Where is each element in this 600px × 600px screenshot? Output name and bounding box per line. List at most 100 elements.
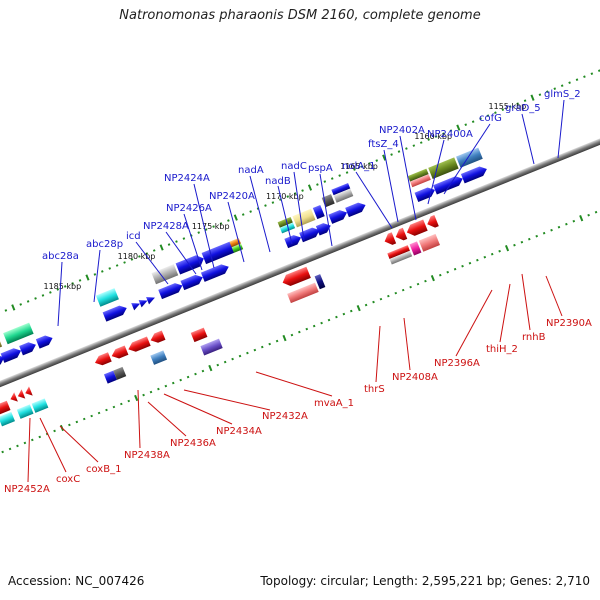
gene-forward[interactable] <box>19 340 38 356</box>
gene-forward[interactable] <box>312 204 325 220</box>
gene-forward[interactable] <box>328 208 348 224</box>
gene-np2436a[interactable] <box>110 345 129 361</box>
gene-cofg[interactable] <box>333 188 354 203</box>
gene-reverse[interactable] <box>200 338 223 356</box>
gene-label[interactable]: NP2400A <box>427 129 473 140</box>
gene-label[interactable]: NP2424A <box>164 173 210 184</box>
gene-reverse[interactable] <box>23 386 33 398</box>
gene-np2424a[interactable] <box>138 297 149 308</box>
gene-reverse[interactable] <box>103 370 117 384</box>
gene-np2390a[interactable] <box>418 233 440 252</box>
gene-np2434a[interactable] <box>127 336 151 355</box>
gene-reverse[interactable] <box>150 350 168 365</box>
gene-np2400a[interactable] <box>331 182 351 196</box>
gene-ftsz-4[interactable] <box>292 208 316 228</box>
scale-tick <box>342 312 346 316</box>
gene-label[interactable]: thrS <box>364 384 385 395</box>
gene-label[interactable]: NP2452A <box>4 484 50 495</box>
gene-np2428a[interactable] <box>102 303 129 322</box>
gene-reverse[interactable] <box>9 392 18 404</box>
gene-reverse[interactable] <box>16 389 26 401</box>
gene-label[interactable]: abc28p <box>86 239 123 250</box>
gene-forward[interactable] <box>200 262 231 282</box>
gene-reverse[interactable] <box>405 219 428 238</box>
gene-label[interactable]: NP2432A <box>262 411 308 422</box>
gene-reverse[interactable] <box>425 214 439 230</box>
gene-label[interactable]: mvaA_1 <box>314 398 354 409</box>
gene-rnhb[interactable] <box>409 241 422 256</box>
gene-icd[interactable] <box>95 288 119 307</box>
gene-nada[interactable] <box>175 253 206 275</box>
gene-reverse[interactable] <box>287 282 319 304</box>
gene-forward[interactable] <box>414 185 437 203</box>
gene-np2426a[interactable] <box>131 300 141 311</box>
gene-label[interactable]: NP2428A <box>143 221 189 232</box>
gene-label[interactable]: NP2390A <box>546 318 592 329</box>
gene-nola-1[interactable] <box>277 216 293 228</box>
gene-label[interactable]: coxC <box>56 474 80 485</box>
gene-np2396a[interactable] <box>382 232 397 247</box>
scale-tick <box>75 420 79 424</box>
gene-label[interactable]: ftsZ_4 <box>368 139 399 150</box>
gene-reverse[interactable] <box>394 227 408 243</box>
gene-np2432a[interactable] <box>149 330 166 346</box>
gene-label[interactable]: coxB_1 <box>86 464 121 475</box>
reverse-gene-labels: NP2452A coxC coxB_1 NP2438A NP2436A NP24… <box>4 318 592 495</box>
gene-np2438a[interactable] <box>93 352 112 367</box>
gene-grad-5-b[interactable] <box>410 174 431 188</box>
gene-np2408a[interactable] <box>314 274 326 290</box>
gene-label[interactable]: abc28a <box>42 251 79 262</box>
gene-label[interactable]: NP2420A <box>209 191 255 202</box>
gene-mvaa-1[interactable] <box>190 327 208 343</box>
gene-label[interactable]: nolA_1 <box>342 161 375 172</box>
gene-label[interactable]: glmS_2 <box>544 89 581 100</box>
gene-label[interactable]: thiH_2 <box>486 344 518 355</box>
gene-label[interactable]: nadA <box>238 165 264 176</box>
gene-label[interactable]: NP2438A <box>124 450 170 461</box>
gene-label[interactable]: graD_5 <box>505 103 541 114</box>
gene-label[interactable]: pspA <box>308 163 333 174</box>
gene-label[interactable]: rnhB <box>522 332 546 343</box>
gene-forward[interactable] <box>146 294 156 305</box>
gene-np2452a-b[interactable] <box>0 411 15 427</box>
gene-label[interactable]: NP2408A <box>392 372 438 383</box>
scale-tick <box>19 303 23 306</box>
gene-pspa[interactable] <box>231 243 244 253</box>
gene-label[interactable]: NP2426A <box>166 203 212 214</box>
gene-label[interactable]: icd <box>126 231 141 242</box>
gene-forward[interactable] <box>180 273 205 291</box>
gene-grad-5[interactable] <box>407 168 429 182</box>
gene-glms-2[interactable] <box>428 157 459 179</box>
gene-label[interactable]: nadB <box>265 176 291 187</box>
gene-forward[interactable] <box>315 221 333 236</box>
gene-forward[interactable] <box>433 174 465 195</box>
gene-label[interactable]: NP2434A <box>216 426 262 437</box>
gene-label[interactable]: NP2396A <box>434 358 480 369</box>
scale-tick <box>330 177 334 180</box>
scale-tick <box>223 360 227 364</box>
gene-forward[interactable] <box>460 164 489 184</box>
gene-abc28a[interactable] <box>0 335 3 356</box>
gene-forward[interactable] <box>456 147 483 168</box>
gene-forward[interactable] <box>345 200 367 218</box>
gene-label[interactable]: NP2402A <box>379 125 425 136</box>
gene-forward[interactable] <box>0 346 23 363</box>
gene-nola-1-b[interactable] <box>279 222 296 234</box>
gene-np2420a[interactable] <box>151 264 179 285</box>
gene-forward[interactable] <box>158 281 184 300</box>
gene-label[interactable]: NP2436A <box>170 438 216 449</box>
gene-reverse[interactable] <box>113 366 127 380</box>
gene-np2452a[interactable] <box>0 400 11 416</box>
gene-coxb-1[interactable] <box>31 398 49 413</box>
gene-label[interactable]: cofG <box>479 113 502 124</box>
gene-thih-2[interactable] <box>387 245 410 259</box>
gene-coxc[interactable] <box>16 404 34 419</box>
gene-nadb[interactable] <box>201 239 240 265</box>
gene-abc28p[interactable] <box>3 322 34 345</box>
gene-forward[interactable] <box>299 225 321 243</box>
gene-reverse[interactable] <box>389 250 413 265</box>
gene-forward[interactable] <box>35 333 55 349</box>
gene-label[interactable]: nadC <box>281 161 307 172</box>
gene-thrs[interactable] <box>280 266 311 289</box>
gene-forward[interactable] <box>284 233 303 249</box>
